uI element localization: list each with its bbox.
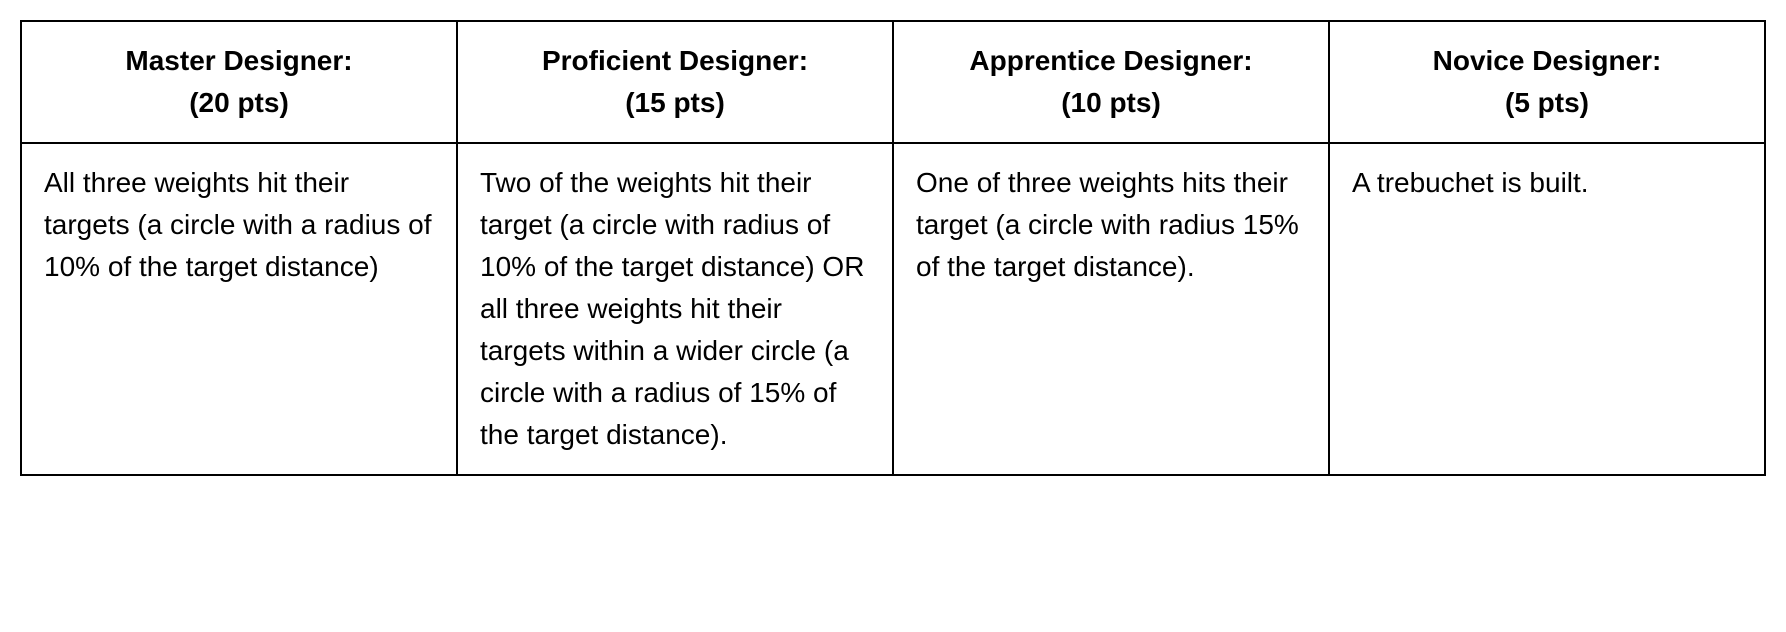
header-title: Novice Designer: — [1352, 40, 1742, 82]
header-col-master: Master Designer: (20 pts) — [21, 21, 457, 143]
rubric-description-row: All three weights hit their targets (a c… — [21, 143, 1765, 475]
rubric-header-row: Master Designer: (20 pts) Proficient Des… — [21, 21, 1765, 143]
header-points: (10 pts) — [916, 82, 1306, 124]
cell-apprentice-description: One of three weights hits their target (… — [893, 143, 1329, 475]
header-title: Master Designer: — [44, 40, 434, 82]
header-col-proficient: Proficient Designer: (15 pts) — [457, 21, 893, 143]
cell-master-description: All three weights hit their targets (a c… — [21, 143, 457, 475]
header-title: Apprentice Designer: — [916, 40, 1306, 82]
cell-novice-description: A trebuchet is built. — [1329, 143, 1765, 475]
header-title: Proficient Designer: — [480, 40, 870, 82]
rubric-table: Master Designer: (20 pts) Proficient Des… — [20, 20, 1766, 476]
header-col-novice: Novice Designer: (5 pts) — [1329, 21, 1765, 143]
rubric-body: All three weights hit their targets (a c… — [21, 143, 1765, 475]
header-points: (20 pts) — [44, 82, 434, 124]
header-col-apprentice: Apprentice Designer: (10 pts) — [893, 21, 1329, 143]
cell-proficient-description: Two of the weights hit their target (a c… — [457, 143, 893, 475]
header-points: (15 pts) — [480, 82, 870, 124]
header-points: (5 pts) — [1352, 82, 1742, 124]
rubric-header: Master Designer: (20 pts) Proficient Des… — [21, 21, 1765, 143]
